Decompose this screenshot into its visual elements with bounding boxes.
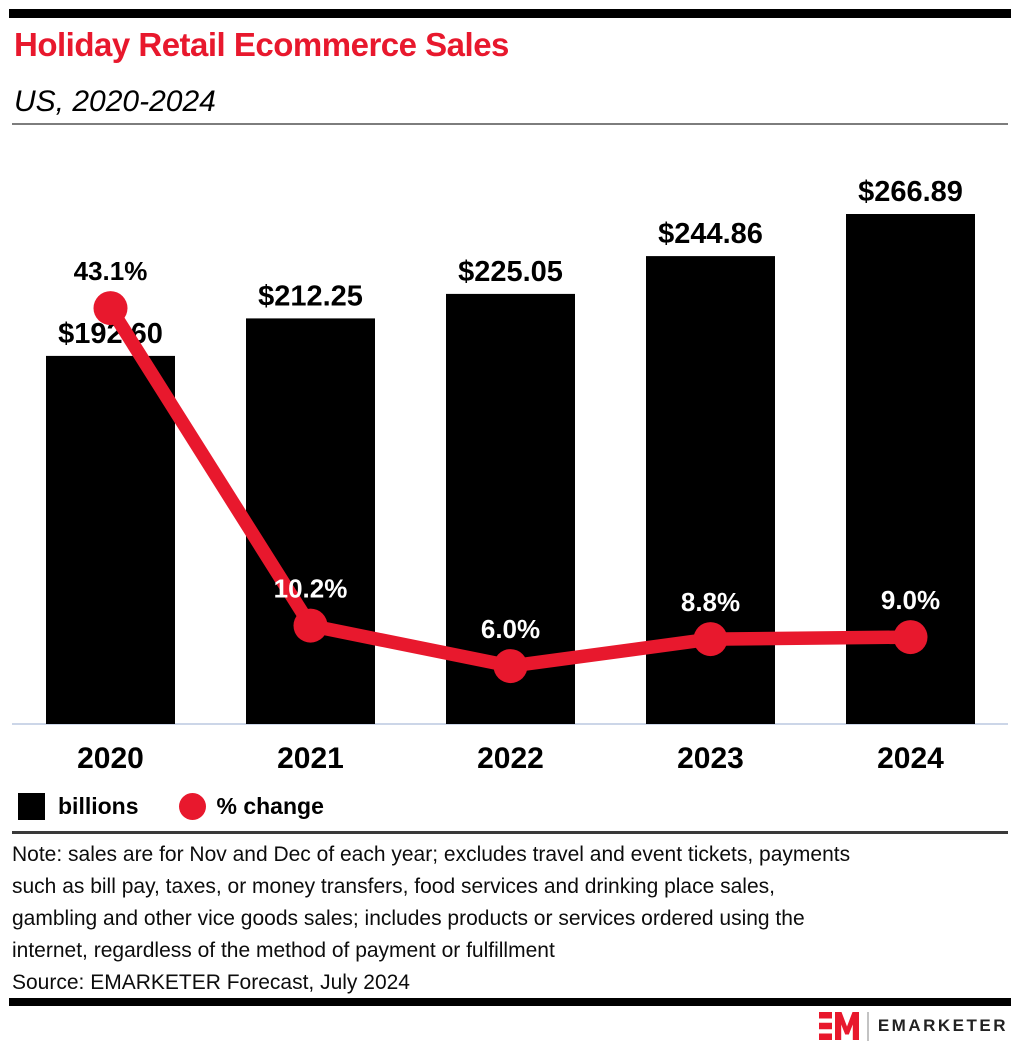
x-axis-label: 2020 (77, 742, 144, 775)
x-axis-label: 2023 (677, 742, 744, 775)
legend-label-pct-change: % change (216, 792, 324, 819)
pct-change-label: 6.0% (481, 614, 540, 644)
chart-title: Holiday Retail Ecommerce Sales (14, 26, 509, 63)
chart-subtitle: US, 2020-2024 (14, 85, 216, 118)
line-point-2021 (293, 608, 328, 643)
pct-change-label: 10.2% (274, 574, 348, 604)
legend-swatch-pct-change (178, 792, 206, 820)
x-axis-label: 2022 (477, 742, 544, 775)
note-line: such as bill pay, taxes, or money transf… (12, 875, 775, 898)
header-divider (12, 123, 1008, 125)
x-axis-label: 2024 (877, 742, 944, 775)
legend-divider (12, 831, 1008, 834)
note-line: Note: sales are for Nov and Dec of each … (12, 843, 851, 866)
legend-label-billions: billions (58, 792, 139, 819)
pct-change-label: 43.1% (74, 256, 148, 286)
legend: billions % change (18, 791, 324, 821)
note-line: internet, regardless of the method of pa… (12, 939, 555, 962)
bottom-black-stripe (9, 998, 1011, 1006)
bar-value-label: $225.05 (458, 256, 563, 288)
bar-value-label: $266.89 (858, 176, 963, 208)
top-black-stripe (9, 9, 1011, 18)
note-text: Note: sales are for Nov and Dec of each … (12, 839, 1012, 999)
line-point-2020 (93, 291, 128, 326)
footer-branding: EMARKETER (818, 1010, 1008, 1042)
bar-value-label: $244.86 (658, 218, 763, 250)
logo-divider (866, 1011, 869, 1041)
emarketer-logo-icon (818, 1012, 859, 1040)
pct-change-label: 9.0% (881, 585, 940, 615)
x-axis-label: 2021 (277, 742, 344, 775)
bar-2020 (46, 355, 175, 724)
line-point-2022 (493, 649, 528, 684)
bar-2021 (246, 318, 375, 724)
line-point-2023 (693, 622, 728, 657)
line-point-2024 (893, 620, 928, 655)
legend-swatch-billions (18, 792, 45, 820)
bar-value-label: $212.25 (258, 280, 363, 312)
note-line: gambling and other vice goods sales; inc… (12, 907, 805, 930)
chart-svg: $192.602020$212.252021$225.052022$244.86… (12, 176, 1008, 775)
brand-text: EMARKETER (877, 1016, 1008, 1035)
pct-change-label: 8.8% (681, 587, 740, 617)
source-text: Source: EMARKETER Forecast, July 2024 (12, 971, 410, 994)
